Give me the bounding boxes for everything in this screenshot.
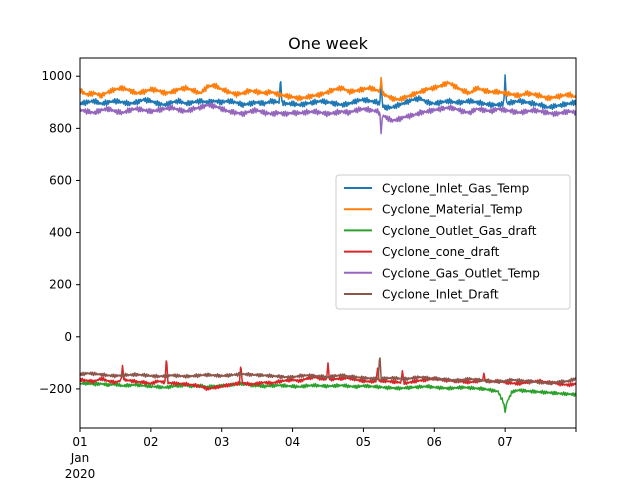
legend: Cyclone_Inlet_Gas_Temp Cyclone_Material_T… bbox=[335, 174, 571, 310]
x-tick-sublabel: Jan bbox=[70, 451, 90, 465]
y-tick-label: 200 bbox=[49, 278, 72, 292]
x-tick-label: 04 bbox=[285, 435, 300, 449]
y-tick-label: 0 bbox=[64, 330, 72, 344]
legend-label: Cyclone_Inlet_Gas_Temp bbox=[382, 182, 529, 196]
legend-label: Cyclone_cone_draft bbox=[382, 245, 500, 259]
legend-label: Cyclone_Outlet_Gas_draft bbox=[382, 224, 537, 238]
series-layer bbox=[79, 74, 577, 414]
y-tick-label: 800 bbox=[49, 121, 72, 135]
series-line bbox=[79, 380, 577, 414]
series-line bbox=[79, 102, 577, 135]
chart-title: One week bbox=[288, 34, 368, 53]
x-tick-sublabel: 2020 bbox=[65, 467, 96, 480]
x-tick-label: 06 bbox=[427, 435, 442, 449]
x-tick-label: 01 bbox=[72, 435, 87, 449]
y-axis: −200 0 200 400 600 800 1000 bbox=[39, 69, 80, 396]
y-tick-label: −200 bbox=[39, 382, 72, 396]
series-line bbox=[79, 357, 577, 386]
y-tick-label: 400 bbox=[49, 226, 72, 240]
series-line bbox=[79, 76, 577, 103]
x-tick-label: 03 bbox=[214, 435, 229, 449]
legend-label: Cyclone_Gas_Outlet_Temp bbox=[382, 266, 540, 280]
legend-box bbox=[335, 174, 571, 310]
x-tick-label: 05 bbox=[356, 435, 371, 449]
series-line bbox=[79, 74, 577, 112]
x-tick-label: 02 bbox=[143, 435, 158, 449]
x-axis: 01 02 03 04 05 06 07 Jan 2020 bbox=[65, 428, 577, 480]
y-tick-label: 600 bbox=[49, 173, 72, 187]
plot-frame bbox=[79, 57, 577, 429]
y-tick-label: 1000 bbox=[41, 69, 72, 83]
x-tick-label: 07 bbox=[498, 435, 513, 449]
legend-label: Cyclone_Material_Temp bbox=[382, 203, 522, 217]
legend-label: Cyclone_Inlet_Draft bbox=[382, 288, 499, 302]
